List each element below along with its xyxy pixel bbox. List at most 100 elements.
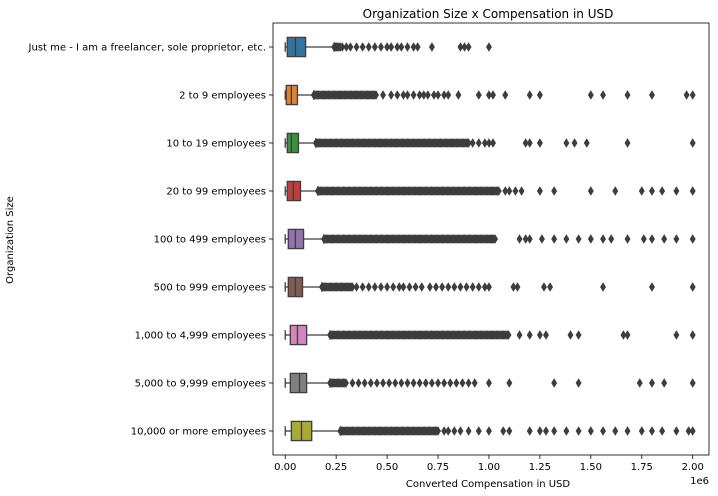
y-tick-label-cat-5: 500 to 999 employees [154,283,266,294]
outlier-cat-7 [416,378,423,388]
outlier-cat-4 [673,234,680,244]
outlier-cat-1 [649,90,655,100]
outlier-cat-1 [380,90,386,100]
outlier-cat-3 [638,186,645,196]
y-tick-label-cat-3: 20 to 99 employees [166,187,266,198]
outlier-cat-1 [435,90,441,100]
outlier-cat-0 [404,42,411,52]
x-axis-label: Converted Compensation in USD [406,479,571,490]
outlier-cat-7 [422,378,429,388]
outlier-dense-cat-8 [435,426,441,436]
outlier-cat-0 [486,42,492,52]
box-cat-2 [286,132,300,154]
outlier-cat-4 [661,234,668,244]
outlier-cat-8 [649,426,655,436]
outlier-cat-7 [506,378,513,388]
outlier-cat-1 [410,90,417,100]
y-tick-label-cat-8: 10,000 or more employees [131,427,266,438]
outlier-cat-8 [526,426,533,436]
outlier-cat-5 [418,282,425,292]
y-tick-label-cat-1: 2 to 9 employees [179,91,266,102]
y-tick-label-cat-7: 5,000 to 9,999 employees [135,379,266,390]
outlier-cat-7 [435,378,441,388]
outlier-cat-8 [500,426,507,436]
outlier-cat-1 [526,90,533,100]
x-tick-label-8: 2.00 [682,462,704,473]
outlier-cat-3 [689,186,696,196]
outlier-cat-7 [636,378,643,388]
outlier-cat-2 [536,138,543,148]
outlier-cat-6 [620,330,627,340]
outlier-cat-8 [475,426,482,436]
outlier-cat-7 [447,378,454,388]
y-tick-label-cat-4: 100 to 499 employees [154,235,266,246]
outlier-cat-1 [404,90,411,100]
outlier-cat-1 [587,90,594,100]
outlier-cat-4 [526,234,533,244]
outlier-cat-4 [538,234,545,244]
outlier-cat-1 [689,90,696,100]
outlier-cat-5 [514,282,521,292]
outlier-cat-8 [638,426,645,436]
outlier-cat-3 [502,186,509,196]
outlier-cat-8 [457,426,464,436]
y-axis-label: Organization Size [5,196,16,284]
outlier-cat-4 [608,234,615,244]
x-tick-label-7: 1.75 [631,462,653,473]
outlier-cat-4 [649,234,655,244]
outlier-cat-0 [428,42,435,52]
outlier-cat-5 [486,282,492,292]
outlier-cat-8 [451,426,458,436]
outlier-cat-8 [685,426,692,436]
outlier-cat-7 [459,378,466,388]
outlier-cat-6 [516,330,523,340]
outlier-cat-3 [506,186,513,196]
outlier-cat-6 [673,330,680,340]
outlier-cat-5 [451,282,458,292]
outlier-cat-1 [490,90,496,100]
outlier-cat-2 [490,138,496,148]
x-tick-label-6: 1.50 [580,462,602,473]
outlier-cat-5 [541,282,547,292]
outlier-cat-5 [406,282,413,292]
outlier-cat-5 [433,282,439,292]
box-cat-7 [289,372,308,394]
outlier-cat-8 [441,426,448,436]
outlier-cat-7 [575,378,582,388]
outlier-cat-1 [475,90,482,100]
outlier-cat-7 [649,378,655,388]
x-tick-label-0: 0.00 [274,462,296,473]
outlier-cat-5 [547,282,554,292]
outlier-cat-7 [373,378,380,388]
outlier-cat-5 [445,282,452,292]
outlier-cat-4 [640,234,647,244]
outlier-cat-2 [475,138,482,148]
outlier-cat-8 [624,426,631,436]
outlier-cat-3 [512,186,519,196]
outlier-cat-1 [502,90,509,100]
outlier-cat-4 [587,234,594,244]
outlier-dense-cat-6 [505,330,512,340]
outlier-cat-0 [343,42,350,52]
outlier-cat-4 [600,234,607,244]
outlier-cat-5 [475,282,482,292]
outlier-cat-8 [506,426,513,436]
outlier-dense-cat-4 [492,234,499,244]
box-cat-6 [289,324,308,346]
outlier-cat-4 [563,234,570,244]
outlier-cat-5 [384,282,391,292]
outlier-cat-6 [526,330,533,340]
outlier-cat-4 [624,234,631,244]
outlier-cat-0 [365,42,372,52]
outlier-cat-5 [396,282,403,292]
outlier-cat-1 [416,90,423,100]
outlier-cat-8 [465,426,472,436]
outlier-cat-1 [624,90,631,100]
outlier-cat-7 [404,378,411,388]
outlier-cat-3 [612,186,619,196]
outlier-cat-2 [486,138,492,148]
x-tick-label-3: 0.75 [427,462,449,473]
outlier-dense-cat-7 [342,378,349,388]
outlier-cat-8 [600,426,607,436]
outlier-cat-7 [355,378,362,388]
